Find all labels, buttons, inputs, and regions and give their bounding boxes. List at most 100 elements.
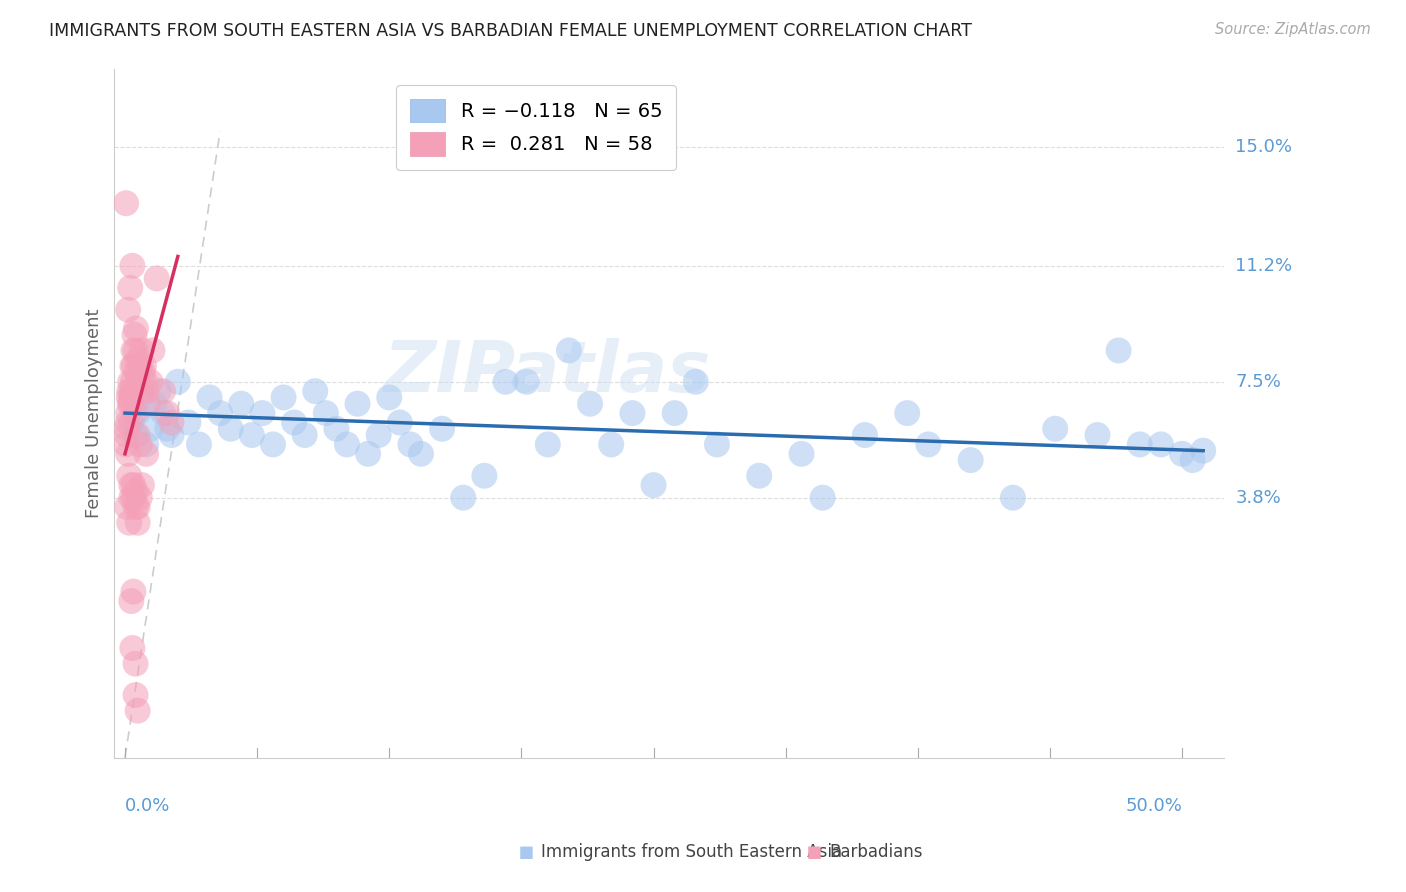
Point: [115, 422, 138, 436]
Point: [115, 428, 138, 442]
Point: [143, 397, 166, 411]
Point: [198, 391, 221, 405]
Point: [128, 359, 150, 373]
Point: [120, 416, 142, 430]
Point: [117, 406, 139, 420]
Point: [579, 397, 602, 411]
Point: [115, 500, 138, 514]
Text: Source: ZipAtlas.com: Source: ZipAtlas.com: [1215, 22, 1371, 37]
Point: [706, 437, 728, 451]
Point: [474, 468, 496, 483]
Point: [1171, 447, 1194, 461]
Point: [156, 422, 179, 436]
Point: [115, 196, 138, 211]
Point: [209, 406, 232, 420]
Point: [124, 406, 146, 420]
Point: [336, 437, 359, 451]
Point: [1129, 437, 1152, 451]
Point: [315, 406, 337, 420]
Text: 15.0%: 15.0%: [1236, 138, 1292, 156]
Point: [152, 406, 174, 420]
Point: [122, 584, 145, 599]
Point: [129, 384, 152, 399]
Text: 7.5%: 7.5%: [1236, 373, 1281, 391]
Point: [135, 384, 157, 399]
Point: [430, 422, 453, 436]
Point: [399, 437, 422, 451]
Point: [132, 365, 155, 379]
Point: [959, 453, 981, 467]
Point: [240, 428, 263, 442]
Point: [1045, 422, 1067, 436]
Point: [117, 302, 139, 317]
Point: [124, 327, 146, 342]
Point: [122, 343, 145, 358]
Point: [121, 259, 143, 273]
Point: [127, 704, 149, 718]
Point: [896, 406, 918, 420]
Point: [124, 500, 146, 514]
Point: [1150, 437, 1173, 451]
Text: 11.2%: 11.2%: [1236, 257, 1292, 275]
Point: [145, 271, 167, 285]
Point: [748, 468, 770, 483]
Point: [917, 437, 939, 451]
Point: [357, 447, 380, 461]
Point: [127, 352, 149, 367]
Point: [121, 359, 143, 373]
Text: ▪: ▪: [806, 840, 823, 863]
Point: [124, 688, 146, 702]
Point: [136, 397, 159, 411]
Point: [118, 391, 141, 405]
Point: [160, 428, 183, 442]
Point: [127, 500, 149, 514]
Point: [124, 343, 146, 358]
Text: 50.0%: 50.0%: [1125, 797, 1182, 814]
Legend: R = −0.118   N = 65, R =  0.281   N = 58: R = −0.118 N = 65, R = 0.281 N = 58: [396, 85, 676, 169]
Point: [122, 375, 145, 389]
Point: [166, 375, 188, 389]
Point: [378, 391, 401, 405]
Point: [451, 491, 474, 505]
Point: [790, 447, 813, 461]
Point: [1192, 443, 1215, 458]
Point: [122, 359, 145, 373]
Point: [139, 375, 162, 389]
Point: [124, 428, 146, 442]
Point: [188, 437, 211, 451]
Point: [139, 422, 162, 436]
Point: [120, 594, 142, 608]
Y-axis label: Female Unemployment: Female Unemployment: [86, 309, 103, 518]
Point: [1001, 491, 1024, 505]
Point: [148, 384, 170, 399]
Point: [1087, 428, 1109, 442]
Point: [128, 437, 150, 451]
Point: [156, 406, 179, 420]
Point: [124, 657, 146, 671]
Text: Barbadians: Barbadians: [830, 843, 924, 861]
Point: [127, 516, 149, 530]
Point: [177, 416, 200, 430]
Point: [122, 491, 145, 505]
Point: [125, 321, 148, 335]
Point: [120, 281, 142, 295]
Text: ▪: ▪: [517, 840, 534, 863]
Point: [537, 437, 560, 451]
Point: [152, 384, 174, 399]
Point: [367, 428, 389, 442]
Point: [120, 491, 142, 505]
Point: [118, 397, 141, 411]
Point: [120, 397, 142, 411]
Point: [131, 343, 153, 358]
Point: [262, 437, 284, 451]
Point: [118, 384, 141, 399]
Point: [120, 391, 142, 405]
Point: [135, 447, 157, 461]
Point: [346, 397, 368, 411]
Text: IMMIGRANTS FROM SOUTH EASTERN ASIA VS BARBADIAN FEMALE UNEMPLOYMENT CORRELATION : IMMIGRANTS FROM SOUTH EASTERN ASIA VS BA…: [49, 22, 972, 40]
Point: [160, 416, 183, 430]
Point: [1181, 453, 1204, 467]
Point: [273, 391, 295, 405]
Point: [117, 447, 139, 461]
Text: ZIPatlas: ZIPatlas: [384, 338, 711, 407]
